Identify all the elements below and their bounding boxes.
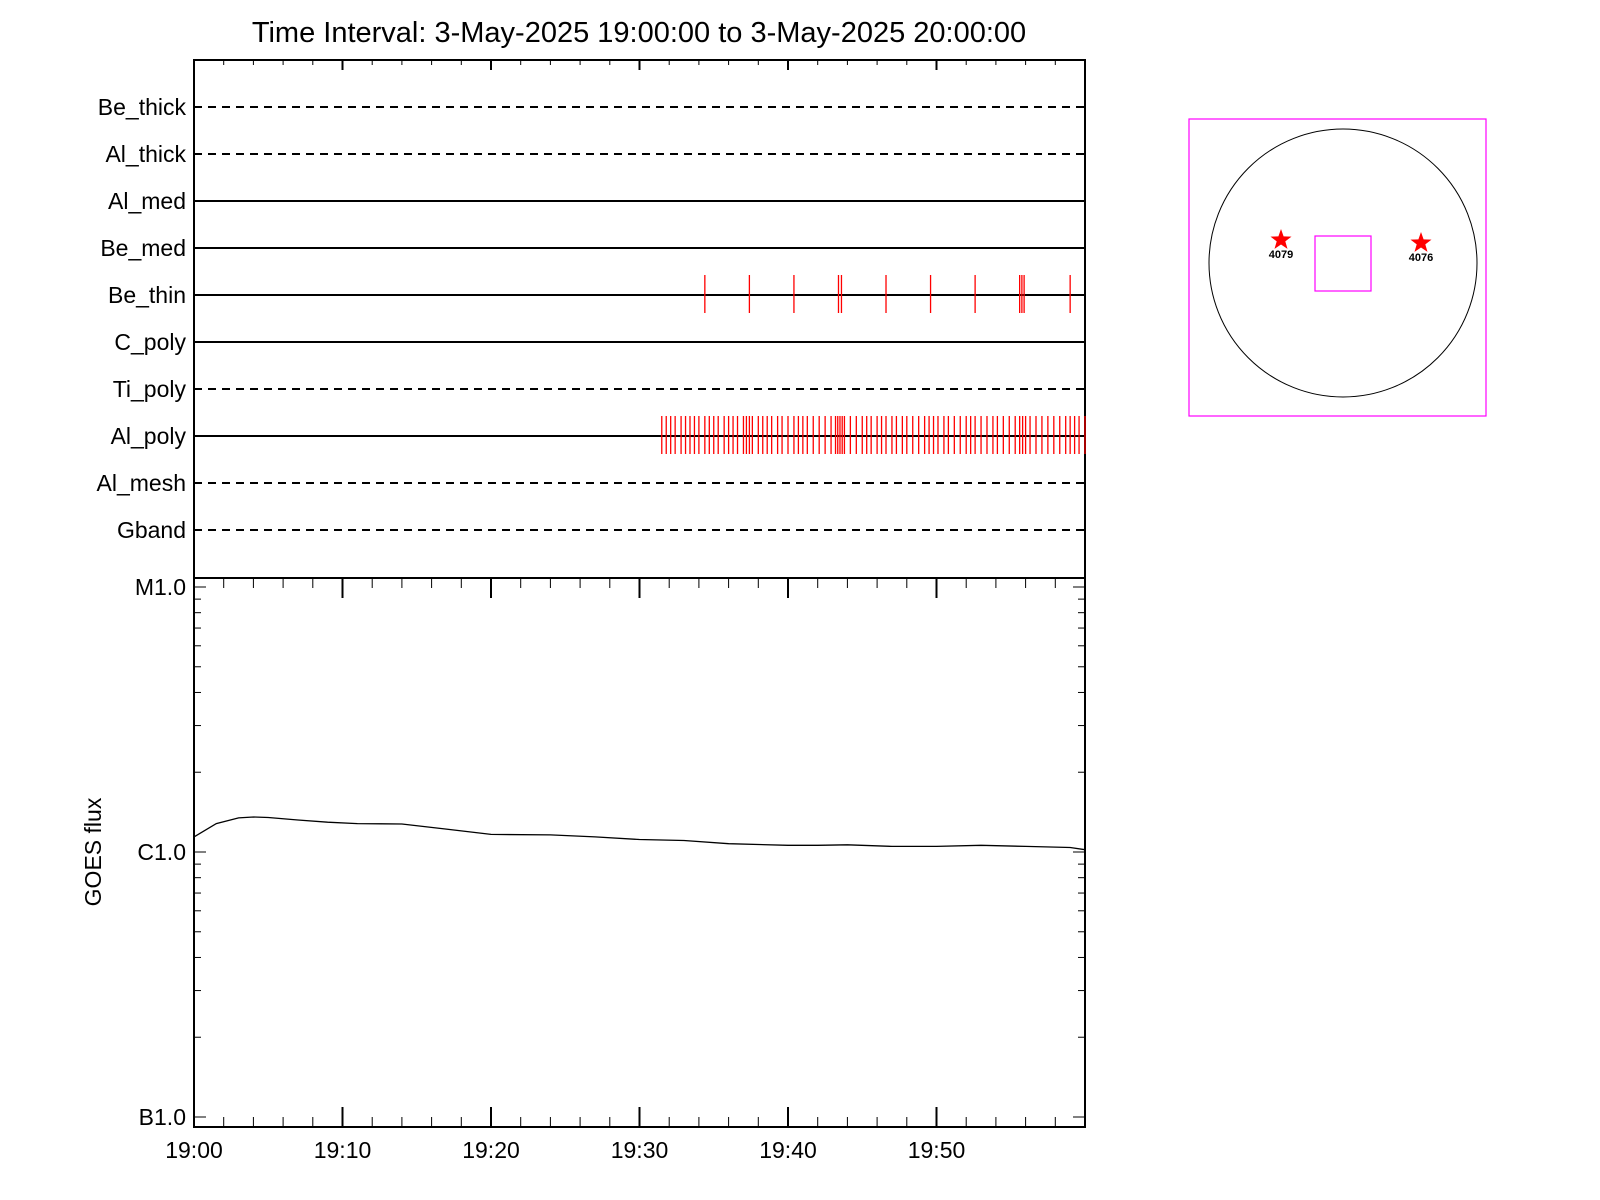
x-tick-label: 19:20 [462,1137,520,1163]
timeline-row-label-al-med: Al_med [108,188,186,214]
y-tick-label: M1.0 [135,574,186,600]
timeline-row-label-ti-poly: Ti_poly [113,376,187,402]
timeline-row-label-c-poly: C_poly [114,329,186,355]
y-axis-label: GOES flux [80,797,106,906]
goes-flux-panel: 19:00 19:10 19:20 19:30 19:40 19:50 B1.0 C1.0 M1… [80,574,1086,1163]
plot-title: Time Interval: 3-May-2025 19:00:00 to 3-… [252,17,1026,49]
x-tick-label: 19:30 [611,1137,669,1163]
x-tick-label: 19:50 [908,1137,966,1163]
goes-flux-line [193,816,1086,851]
timeline-row-label-be-thick: Be_thick [98,94,187,120]
timeline-row-label-al-thick: Al_thick [105,141,186,167]
flux-frame [193,577,1086,1128]
x-tick-label: 19:00 [165,1137,223,1163]
event-timeline-panel: Be_thick Al_thick Al_med Be_med Be_thin C_pol… [97,59,1086,579]
x-tick-label: 19:40 [759,1137,817,1163]
timeline-row-label-al-mesh: Al_mesh [97,470,186,496]
active-region-label: 4079 [1269,249,1293,261]
timeline-frame [193,59,1086,579]
solar-map-panel: 4079 4076 [1188,118,1487,417]
timeline-row-label-be-med: Be_med [100,235,186,261]
timeline-row-label-be-thin: Be_thin [108,282,186,308]
x-tick-label: 19:10 [314,1137,372,1163]
pointing-box [1314,235,1372,292]
timeline-row-label-gband: Gband [117,517,186,543]
timeline-row-label-al-poly: Al_poly [111,423,187,449]
solar-disk [1208,128,1478,398]
active-region-star-icon [1270,229,1292,249]
map-frame [1188,118,1487,417]
y-tick-label: B1.0 [139,1104,186,1130]
active-region-label: 4076 [1409,252,1433,264]
active-region-star-icon [1410,232,1432,252]
y-tick-label: C1.0 [137,839,186,865]
